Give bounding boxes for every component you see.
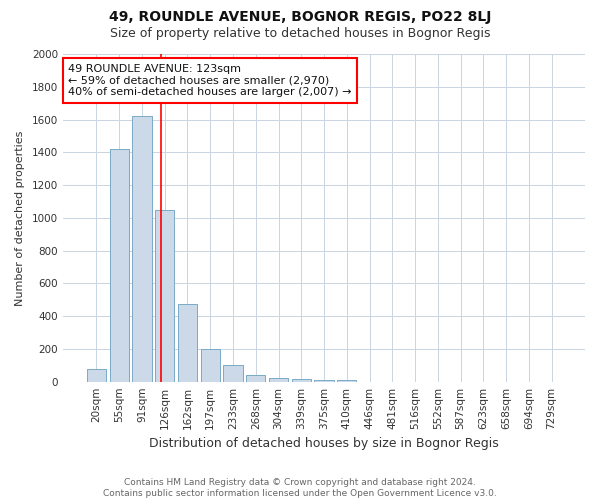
- Text: 49 ROUNDLE AVENUE: 123sqm
← 59% of detached houses are smaller (2,970)
40% of se: 49 ROUNDLE AVENUE: 123sqm ← 59% of detac…: [68, 64, 352, 97]
- Bar: [110, 149, 129, 382]
- Text: 49, ROUNDLE AVENUE, BOGNOR REGIS, PO22 8LJ: 49, ROUNDLE AVENUE, BOGNOR REGIS, PO22 8…: [109, 10, 491, 24]
- Y-axis label: Number of detached properties: Number of detached properties: [15, 130, 25, 306]
- Bar: [155, 210, 175, 382]
- Bar: [337, 380, 356, 382]
- Bar: [178, 304, 197, 382]
- Text: Size of property relative to detached houses in Bognor Regis: Size of property relative to detached ho…: [110, 28, 490, 40]
- Bar: [246, 375, 265, 382]
- Bar: [223, 366, 242, 382]
- Bar: [292, 379, 311, 382]
- Bar: [200, 349, 220, 382]
- Bar: [87, 368, 106, 382]
- Text: Contains HM Land Registry data © Crown copyright and database right 2024.
Contai: Contains HM Land Registry data © Crown c…: [103, 478, 497, 498]
- Bar: [269, 378, 288, 382]
- X-axis label: Distribution of detached houses by size in Bognor Regis: Distribution of detached houses by size …: [149, 437, 499, 450]
- Bar: [132, 116, 152, 382]
- Bar: [314, 380, 334, 382]
